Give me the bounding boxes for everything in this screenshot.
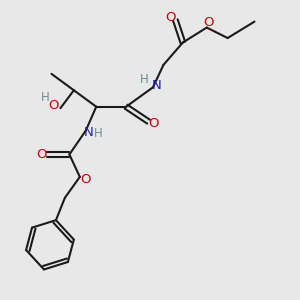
Text: H: H	[40, 91, 49, 104]
Text: H: H	[140, 73, 149, 86]
Text: O: O	[203, 16, 214, 29]
Text: O: O	[80, 173, 91, 186]
Text: O: O	[166, 11, 176, 24]
Text: N: N	[83, 126, 93, 139]
Text: N: N	[152, 79, 161, 92]
Text: O: O	[148, 117, 159, 130]
Text: O: O	[36, 148, 47, 161]
Text: H: H	[94, 127, 103, 140]
Text: O: O	[49, 99, 59, 112]
